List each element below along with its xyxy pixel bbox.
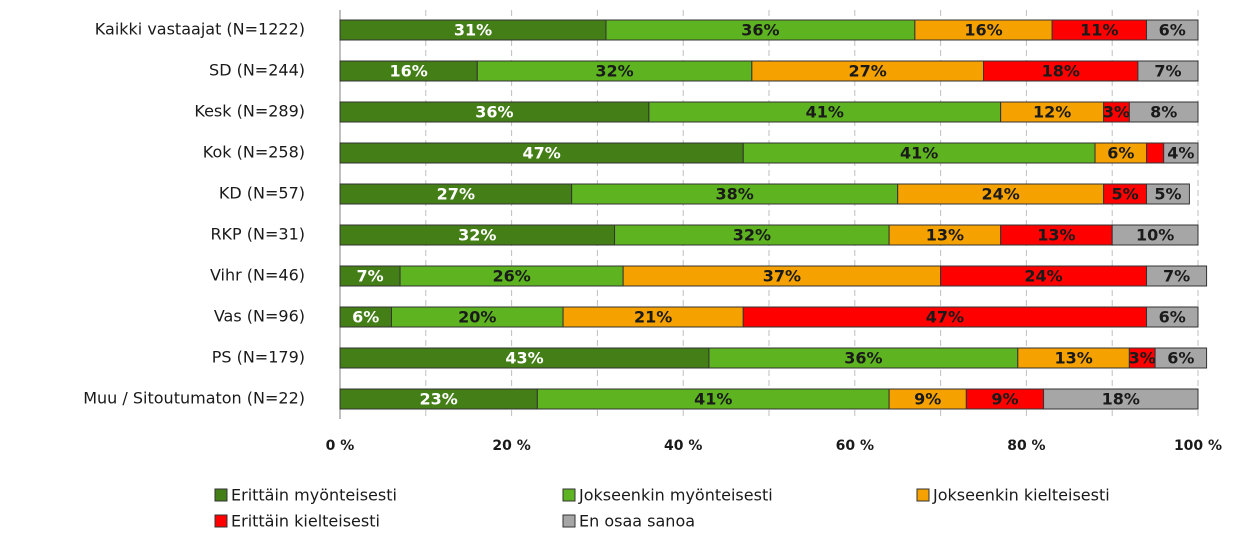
value-label: 26% [492, 267, 530, 286]
value-label: 5% [1111, 185, 1138, 204]
value-label: 3% [1129, 349, 1156, 368]
legend-swatch [214, 488, 228, 502]
value-label: 6% [352, 308, 379, 327]
category-label: RKP (N=31) [210, 225, 305, 244]
value-label: 41% [900, 144, 938, 163]
category-label: SD (N=244) [209, 61, 305, 80]
bar-segment [1146, 183, 1190, 205]
value-label: 38% [716, 185, 754, 204]
value-label: 7% [356, 267, 383, 286]
value-label: 13% [1037, 226, 1075, 245]
value-label: 12% [1033, 103, 1071, 122]
legend-swatch [562, 488, 576, 502]
value-label: 10% [1136, 226, 1174, 245]
legend-label: Jokseenkin kielteisesti [932, 486, 1110, 505]
legend-swatch [214, 514, 228, 528]
category-label: Vas (N=96) [214, 307, 305, 326]
legend-label: Erittäin kielteisesti [231, 512, 380, 531]
legend-swatch [562, 514, 576, 528]
category-label: Kok (N=258) [203, 143, 305, 162]
value-label: 5% [1154, 185, 1181, 204]
value-label: 41% [694, 390, 732, 409]
value-label: 36% [741, 21, 779, 40]
value-label: 16% [389, 62, 427, 81]
category-label: Kesk (N=289) [194, 102, 305, 121]
value-label: 37% [763, 267, 801, 286]
x-tick-label: 100 % [1174, 438, 1222, 454]
bar-segment [1137, 60, 1199, 82]
value-label: 43% [505, 349, 543, 368]
value-label: 41% [806, 103, 844, 122]
x-tick-label: 60 % [836, 438, 874, 454]
value-label: 32% [458, 226, 496, 245]
category-label: PS (N=179) [212, 348, 305, 367]
value-label: 32% [733, 226, 771, 245]
value-label: 4% [1167, 144, 1194, 163]
bar-segment [1146, 142, 1165, 164]
x-tick-label: 80 % [1007, 438, 1045, 454]
value-label: 6% [1159, 21, 1186, 40]
bar-segment [1146, 306, 1199, 328]
value-label: 6% [1159, 308, 1186, 327]
value-label: 13% [926, 226, 964, 245]
bar-segment [1043, 388, 1199, 410]
value-label: 31% [454, 21, 492, 40]
value-label: 6% [1167, 349, 1194, 368]
value-label: 9% [991, 390, 1018, 409]
value-label: 3% [1103, 103, 1130, 122]
value-label: 27% [437, 185, 475, 204]
value-label: 47% [926, 308, 964, 327]
legend-label: En osaa sanoa [579, 512, 695, 531]
category-label: Vihr (N=46) [210, 266, 305, 285]
category-label: Kaikki vastaajat (N=1222) [95, 20, 305, 39]
value-label: 7% [1154, 62, 1181, 81]
x-tick-label: 0 % [326, 438, 355, 454]
value-label: 27% [849, 62, 887, 81]
value-label: 47% [522, 144, 560, 163]
x-tick-label: 40 % [664, 438, 702, 454]
value-label: 36% [475, 103, 513, 122]
value-label: 9% [914, 390, 941, 409]
bar-segment [1111, 224, 1199, 246]
bar-segment [1128, 101, 1199, 123]
value-label: 24% [982, 185, 1020, 204]
value-label: 20% [458, 308, 496, 327]
legend-swatch [916, 488, 930, 502]
value-label: 18% [1102, 390, 1140, 409]
bar-segment [1146, 19, 1199, 41]
value-label: 32% [595, 62, 633, 81]
value-label: 7% [1163, 267, 1190, 286]
value-label: 13% [1054, 349, 1092, 368]
value-label: 6% [1107, 144, 1134, 163]
value-label: 16% [964, 21, 1002, 40]
value-label: 24% [1024, 267, 1062, 286]
legend-label: Jokseenkin myönteisesti [578, 486, 773, 505]
bar-segment [1163, 142, 1199, 164]
value-label: 36% [844, 349, 882, 368]
value-label: 8% [1150, 103, 1177, 122]
bar-segment [1154, 347, 1208, 369]
category-label: Muu / Sitoutumaton (N=22) [83, 389, 305, 408]
category-label: KD (N=57) [219, 184, 305, 203]
value-label: 18% [1042, 62, 1080, 81]
value-label: 23% [420, 390, 458, 409]
value-label: 21% [634, 308, 672, 327]
x-tick-label: 20 % [492, 438, 530, 454]
legend-label: Erittäin myönteisesti [231, 486, 397, 505]
bar-segment [1146, 265, 1208, 287]
value-label: 11% [1080, 21, 1118, 40]
